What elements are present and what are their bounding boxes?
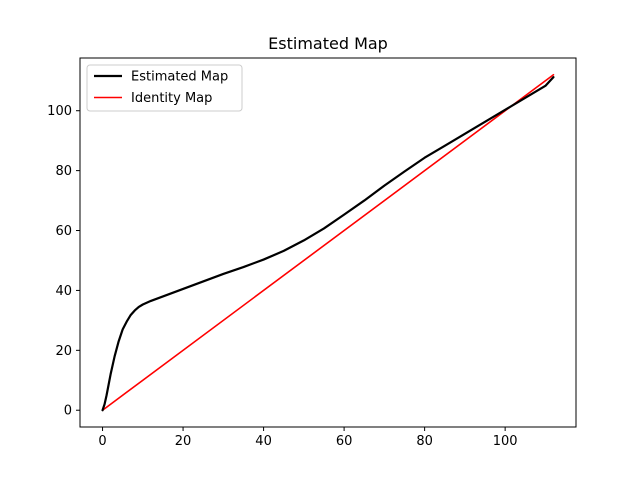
y-tick-label: 100 <box>47 104 72 119</box>
series-line-estimated-map <box>101 76 555 412</box>
plot-lines <box>101 73 555 412</box>
y-tick-label: 0 <box>64 404 72 419</box>
axes-frame <box>79 57 577 428</box>
x-tick-label: 20 <box>175 434 192 449</box>
legend-label: Identity Map <box>131 91 212 106</box>
x-tick-label: 100 <box>493 434 518 449</box>
legend-label: Estimated Map <box>131 70 228 85</box>
ticks: 0 20 40 60 80 100 0 20 40 60 80 100 <box>47 104 517 449</box>
y-tick-label: 20 <box>55 344 72 359</box>
series-line-identity-map <box>101 73 555 412</box>
legend-box <box>86 64 243 112</box>
legend: Estimated Map Identity Map <box>86 64 243 112</box>
x-tick-label: 80 <box>416 434 433 449</box>
y-tick-label: 40 <box>55 284 72 299</box>
y-tick-label: 60 <box>55 224 72 239</box>
x-tick-label: 40 <box>255 434 272 449</box>
y-tick-label: 80 <box>55 164 72 179</box>
chart-title: Estimated Map <box>268 34 388 53</box>
x-tick-label: 60 <box>336 434 353 449</box>
axes-spines <box>79 57 577 428</box>
x-tick-label: 0 <box>98 434 106 449</box>
